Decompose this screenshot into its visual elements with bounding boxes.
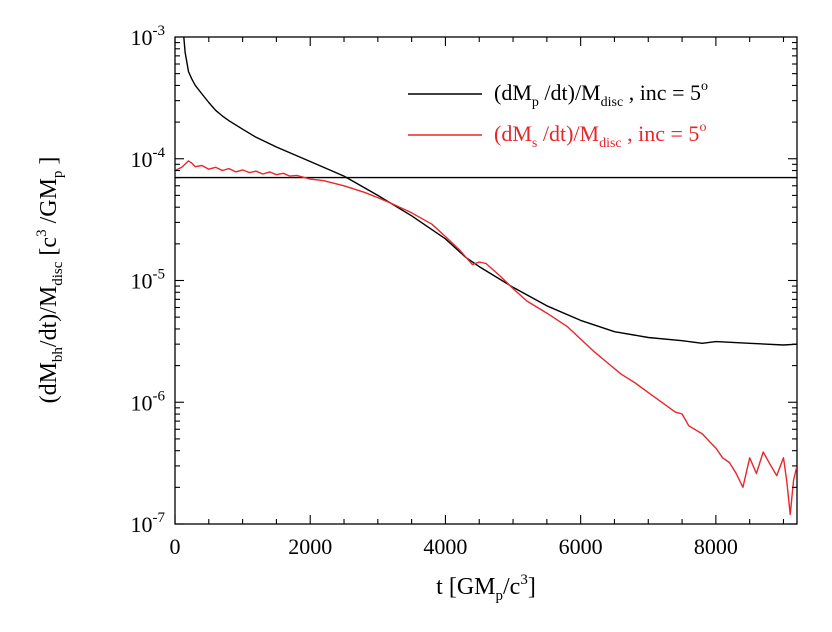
y-tick-label: 10-4 — [131, 145, 166, 172]
series-line-primary — [183, 37, 797, 346]
ticks-layer: 0 2000 4000 6000 8000 10-3 10-4 10-5 10-6 10-7 — [131, 23, 797, 559]
x-tick-label: 2000 — [288, 534, 332, 559]
y-tick-label: 10-6 — [131, 388, 166, 415]
y-tick-label: 10-7 — [131, 510, 166, 537]
legend: (dMp /dt)/Mdisc , inc = 5o (dMs /dt)/Mdis… — [408, 79, 708, 151]
y-tick-label: 10-3 — [131, 23, 166, 50]
x-axis-label: t [GMp/c3] — [436, 572, 536, 604]
x-tick-label: 0 — [170, 534, 181, 559]
x-tick-label: 4000 — [423, 534, 467, 559]
legend-label: (dMp /dt)/Mdisc , inc = 5o — [494, 79, 708, 110]
series-layer — [175, 37, 797, 516]
y-axis-label: (dMbh/dt)/Mdisc [c3 /GMp ] — [34, 157, 66, 404]
x-tick-label: 6000 — [559, 534, 603, 559]
plot-frame — [174, 36, 798, 525]
series-line-secondary — [175, 160, 797, 516]
legend-label: (dMs /dt)/Mdisc , inc = 5o — [494, 120, 706, 151]
x-tick-label: 8000 — [694, 534, 738, 559]
y-tick-label: 10-5 — [131, 267, 166, 294]
